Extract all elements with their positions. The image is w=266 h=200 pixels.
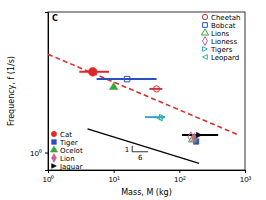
y-axis-title: Frequency, f (1/s) — [7, 56, 16, 126]
legend-label: Tigers — [210, 46, 233, 54]
legend: CatTigerOcelotLionJaguar — [50, 131, 82, 171]
y-axis: 10⁰ — [30, 13, 48, 171]
error-bar — [97, 78, 157, 80]
legend-label: Lioness — [211, 38, 238, 46]
y-tick: 10⁰ — [30, 149, 48, 158]
plot-marks — [48, 54, 239, 163]
point — [157, 115, 162, 120]
point — [110, 82, 118, 89]
slope-label: 1 — [125, 146, 129, 154]
legend-label: Cheetah — [211, 14, 240, 22]
x-tick: 10² — [174, 170, 186, 184]
y-tick-mark — [45, 153, 48, 154]
point — [188, 132, 194, 142]
legend-marker — [52, 164, 57, 169]
legend-label: Jaguar — [59, 163, 83, 171]
legend-marker — [202, 14, 207, 19]
slope-label: 6 — [138, 154, 143, 162]
plot-frame — [48, 12, 245, 170]
legend-label: Leopard — [211, 54, 239, 62]
x-tick-label: 10¹ — [108, 175, 120, 184]
x-axis: 10⁰ 10¹ 10² 10³ — [43, 170, 252, 184]
x-tick-label: 10³ — [240, 175, 252, 184]
x-tick: 10¹ — [108, 170, 120, 184]
chart: 10⁰ 10¹ 10² 10³ 10⁰ Mass, M (kg) Frequency, f … — [0, 0, 266, 200]
legend-marker — [203, 23, 208, 28]
legend-marker — [203, 55, 208, 60]
panel-label: C — [52, 14, 58, 23]
legend-marker — [50, 146, 57, 152]
point — [153, 86, 159, 92]
legend-label: Tiger — [59, 139, 78, 147]
point — [88, 67, 97, 76]
x-tick-mark — [114, 170, 115, 173]
y-tick-label: 10⁰ — [30, 149, 42, 158]
point — [124, 76, 129, 81]
legend-marker — [51, 131, 56, 136]
legend-label: Bobcat — [211, 22, 236, 30]
legend-marker — [202, 37, 207, 46]
y-axis-line — [45, 13, 49, 171]
legend-marker — [203, 47, 208, 52]
x-tick-mark — [245, 170, 246, 173]
x-tick: 10³ — [240, 170, 252, 184]
x-axis-title: Mass, M (kg) — [121, 188, 172, 197]
x-tick-label: 10² — [174, 175, 186, 184]
x-tick-label: 10⁰ — [43, 175, 55, 184]
legend-marker — [51, 154, 56, 163]
x-tick-mark — [179, 170, 180, 173]
error-bar — [149, 88, 162, 90]
legend-label: Cat — [60, 131, 72, 139]
point — [196, 132, 201, 137]
legend-marker — [52, 140, 57, 145]
legend-label: Lions — [211, 30, 230, 38]
legend-label: Ocelot — [60, 147, 83, 155]
legend-marker — [201, 29, 208, 35]
x-axis-line — [49, 171, 246, 174]
error-bar — [145, 116, 165, 118]
slope-triangle — [132, 146, 148, 152]
legend: CheetahBobcatLionsLionessTigersLeopard — [201, 14, 240, 62]
legend-label: Lion — [60, 155, 75, 163]
fit-line — [48, 54, 239, 135]
x-tick: 10⁰ — [43, 170, 55, 184]
